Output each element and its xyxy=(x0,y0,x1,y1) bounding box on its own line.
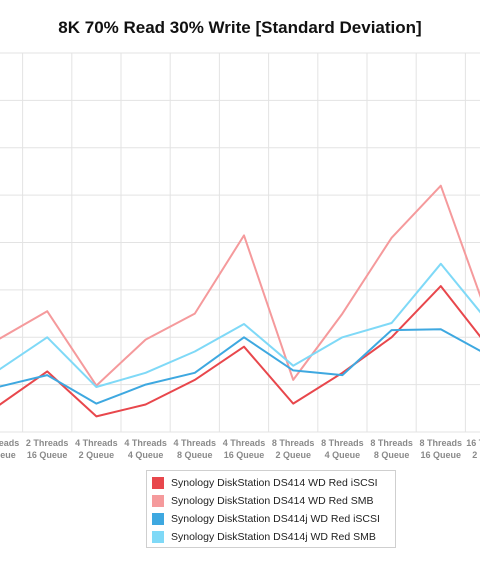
legend-item: Synology DiskStation DS414j WD Red iSCSI xyxy=(152,510,395,528)
grid-lines xyxy=(0,52,480,433)
chart-title: 8K 70% Read 30% Write [Standard Deviatio… xyxy=(58,18,422,37)
x-tick-label: 8 Threads 4 Queue xyxy=(321,438,364,460)
legend-label: Synology DiskStation DS414 WD Red SMB xyxy=(171,495,374,507)
series-line-2 xyxy=(0,184,480,387)
x-tick-label: 4 Threads 8 Queue xyxy=(174,438,217,460)
legend-label: Synology DiskStation DS414j WD Red iSCSI xyxy=(171,513,380,525)
x-tick-label: 8 Threads 8 Queue xyxy=(370,438,413,460)
legend-label: Synology DiskStation DS414j WD Red SMB xyxy=(171,531,376,543)
legend-item: Synology DiskStation DS414 WD Red SMB xyxy=(152,492,395,510)
x-tick-label: 2 Threads 16 Queue xyxy=(26,438,69,460)
legend-swatch xyxy=(152,531,164,543)
series-line-3 xyxy=(0,328,480,405)
series-line-1 xyxy=(0,285,480,418)
series-line-4 xyxy=(0,262,480,388)
legend-swatch xyxy=(152,495,164,507)
legend-label: Synology DiskStation DS414 WD Red iSCSI xyxy=(171,477,378,489)
x-tick-label: 4 Threads 2 Queue xyxy=(75,438,118,460)
x-tick-label: 8 Threads 2 Queue xyxy=(272,438,315,460)
x-tick-label: 8 Threads 16 Queue xyxy=(420,438,463,460)
legend-item: Synology DiskStation DS414j WD Red SMB xyxy=(152,528,395,546)
legend-swatch xyxy=(152,477,164,489)
series-lines xyxy=(0,184,480,418)
x-tick-label: 4 Threads 16 Queue xyxy=(223,438,266,460)
legend-item: Synology DiskStation DS414 WD Red iSCSI xyxy=(152,474,395,492)
x-tick-label: 4 Threads 4 Queue xyxy=(124,438,167,460)
legend: Synology DiskStation DS414 WD Red iSCSI S… xyxy=(146,470,396,548)
legend-swatch xyxy=(152,513,164,525)
